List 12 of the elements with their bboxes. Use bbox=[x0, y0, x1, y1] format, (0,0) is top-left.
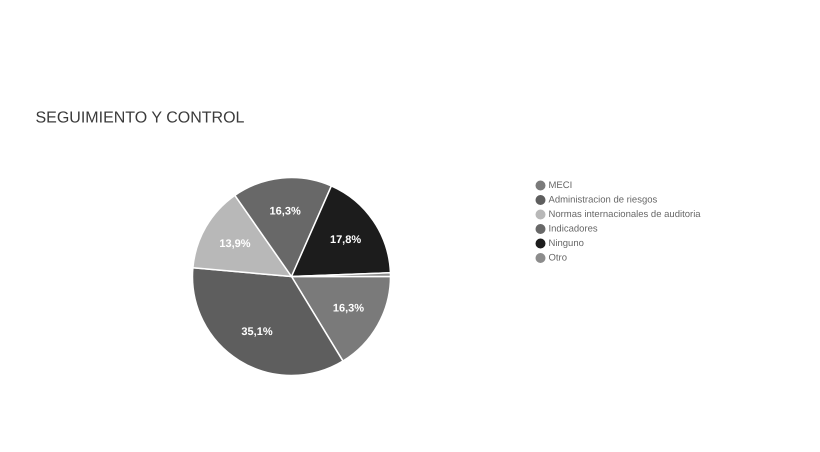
data-label: 16,3% bbox=[332, 302, 364, 315]
legend-label: Ninguno bbox=[548, 238, 584, 249]
legend-label: Normas internacionales de auditoria bbox=[548, 209, 702, 220]
data-label: 17,8% bbox=[330, 234, 362, 246]
legend-label: Administracion de riesgos bbox=[548, 194, 658, 206]
legend-label: Indicadores bbox=[548, 224, 598, 234]
data-label: 13,9% bbox=[219, 238, 251, 250]
data-label: 16,3% bbox=[270, 205, 301, 218]
chart-title: SEGUIMIENTO Y CONTROL bbox=[36, 110, 245, 126]
legend-label: MECI bbox=[548, 180, 572, 191]
data-label: 35,1% bbox=[241, 326, 273, 338]
legend-label: Otro bbox=[548, 252, 567, 264]
